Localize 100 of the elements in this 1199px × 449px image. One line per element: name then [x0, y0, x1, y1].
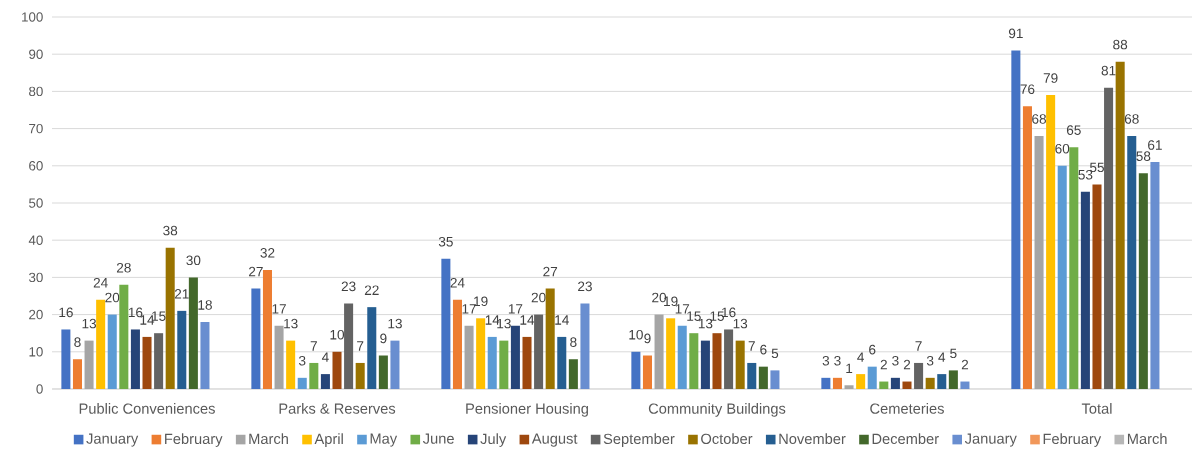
bar: [960, 381, 970, 389]
data-label: 65: [1066, 125, 1081, 135]
legend-label: March: [1127, 433, 1167, 445]
data-label: 27: [249, 266, 263, 277]
legend-label: November: [779, 433, 846, 445]
bar: [1034, 136, 1044, 389]
bar: [654, 314, 664, 389]
bar: [130, 329, 140, 389]
data-label: 17: [462, 304, 476, 314]
data-label: 7: [310, 341, 317, 351]
data-label: 23: [578, 281, 592, 292]
data-label: 19: [474, 296, 488, 307]
bar: [154, 333, 164, 389]
legend-label: August: [531, 433, 578, 447]
x-tick-label: Cemeteries: [870, 403, 944, 414]
data-label: 5: [950, 348, 957, 359]
bar: [1022, 106, 1032, 389]
y-tick-label: 10: [29, 347, 43, 357]
bar: [689, 333, 699, 389]
bar: [1092, 184, 1102, 389]
bar: [568, 359, 578, 389]
x-tick-label: Public Conveniences: [79, 403, 215, 414]
data-label: 30: [186, 255, 201, 266]
bar: [499, 340, 509, 389]
data-label: 81: [1101, 65, 1116, 76]
data-label: 4: [857, 352, 865, 362]
y-tick-label: 70: [29, 123, 43, 134]
bar: [948, 370, 958, 389]
legend-label: September: [603, 433, 675, 447]
data-label: 16: [59, 307, 73, 318]
y-tick-label: 80: [29, 86, 43, 97]
bar: [119, 284, 129, 389]
bar: [1046, 95, 1056, 389]
data-label: 15: [687, 311, 701, 321]
data-label: 13: [284, 318, 298, 329]
bar: [177, 310, 187, 389]
data-label: 15: [152, 311, 166, 321]
data-label: 22: [364, 285, 379, 295]
y-tick-label: 90: [29, 49, 43, 59]
bar: [1138, 173, 1148, 389]
bar: [914, 362, 924, 389]
data-label: 9: [644, 333, 651, 344]
y-tick-label: 40: [28, 235, 43, 245]
bar: [378, 355, 388, 389]
data-label: 13: [733, 318, 748, 329]
bar: [1150, 162, 1160, 389]
bar: [1057, 165, 1067, 389]
legend-label: July: [480, 433, 507, 447]
data-label: 61: [1148, 140, 1162, 150]
data-label: 6: [869, 344, 876, 355]
data-label: 6: [760, 344, 767, 355]
bar: [262, 269, 272, 389]
data-label: 8: [74, 337, 81, 347]
data-label: 88: [1113, 39, 1128, 50]
bar: [879, 381, 889, 389]
bar: [200, 322, 210, 389]
bar: [534, 314, 544, 389]
data-label: 2: [961, 359, 969, 370]
legend-label: June: [422, 433, 454, 444]
bar: [821, 377, 831, 389]
bar: [72, 359, 82, 389]
data-label: 17: [675, 304, 690, 314]
data-label: 10: [629, 329, 643, 340]
legend-label: April: [314, 433, 343, 447]
bar: [286, 340, 296, 389]
data-label: 3: [298, 355, 306, 366]
legend-label: January: [86, 433, 139, 447]
bar: [631, 351, 641, 389]
data-label: 17: [508, 304, 523, 314]
bar: [844, 385, 854, 389]
bar: [925, 377, 935, 389]
y-tick-label: 30: [28, 272, 43, 283]
data-label: 7: [357, 341, 364, 351]
data-label: 3: [834, 355, 841, 366]
bar: [464, 325, 474, 389]
bar: [320, 374, 330, 389]
bar: [700, 340, 710, 389]
legend-label: December: [872, 433, 939, 445]
x-tick-label: Parks & Reserves: [279, 403, 396, 414]
data-label: 27: [543, 266, 558, 277]
data-label: 5: [771, 348, 779, 359]
bar: [309, 362, 319, 389]
bar: [332, 351, 342, 389]
x-tick-label: Pensioner Housing: [466, 403, 588, 417]
data-label: 16: [722, 307, 736, 318]
data-label: 8: [570, 337, 577, 347]
bar: [452, 299, 462, 389]
bar: [867, 366, 877, 389]
bar: [96, 299, 106, 389]
data-label: 14: [555, 315, 569, 325]
x-tick-label: Total: [1081, 403, 1112, 414]
bar: [902, 381, 912, 389]
data-label: 14: [520, 315, 535, 325]
bar: [107, 314, 117, 389]
y-tick-label: 60: [29, 161, 43, 171]
data-label: 1: [846, 363, 853, 373]
data-label: 20: [531, 292, 546, 303]
bar: [1069, 147, 1079, 389]
bar: [344, 303, 354, 389]
bar: [1080, 191, 1090, 389]
